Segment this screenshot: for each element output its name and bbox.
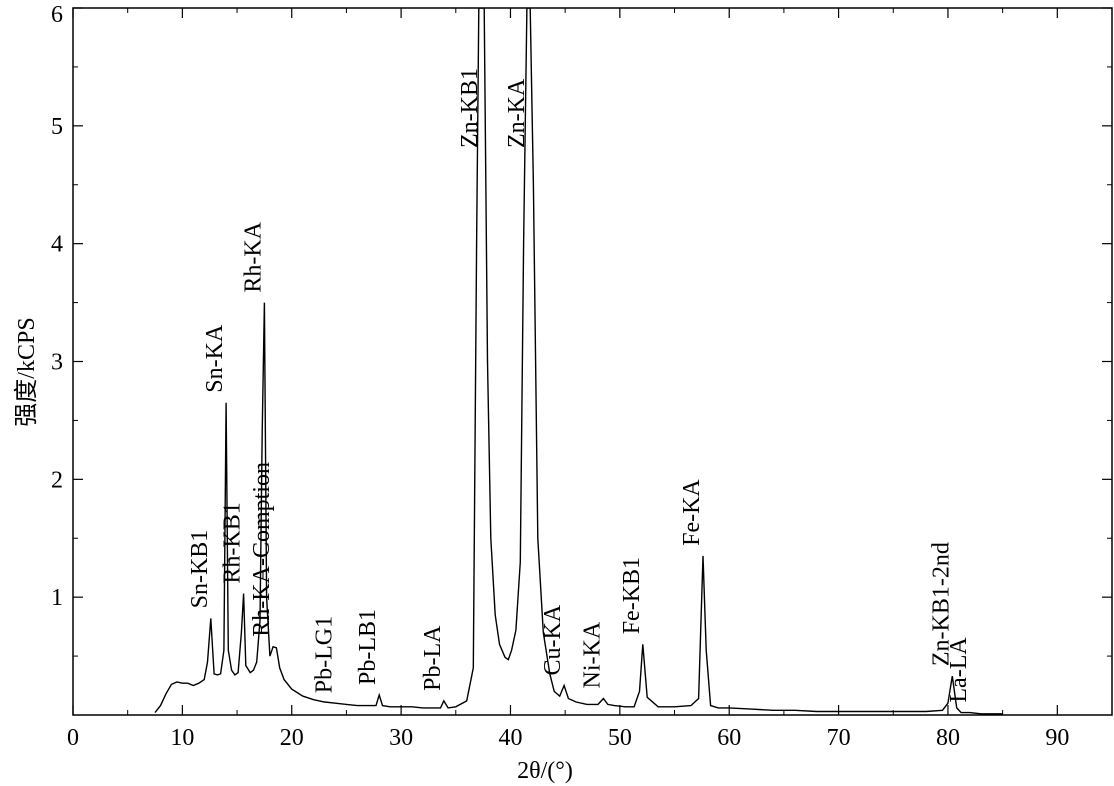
y-tick-label: 3 <box>51 350 63 376</box>
peak-label: Ni-KA <box>579 621 605 688</box>
axis-ticks <box>72 7 1112 715</box>
tick-labels: 0 10 20 30 40 50 60 70 80 90 1 2 3 4 5 6 <box>51 2 1069 751</box>
x-tick-label: 80 <box>936 725 960 751</box>
x-tick-label: 30 <box>389 725 413 751</box>
y-tick-label: 1 <box>51 585 63 611</box>
x-axis-title: 2θ/(°) <box>517 758 573 784</box>
y-tick-label: 2 <box>51 467 63 493</box>
y-tick-label: 4 <box>51 232 63 258</box>
x-tick-label: 60 <box>717 725 741 751</box>
peak-label: Cu-KA <box>540 604 566 675</box>
peak-label: Zn-KB1-2nd <box>928 542 954 666</box>
plot-frame <box>72 7 1113 716</box>
y-tick-label: 5 <box>51 114 63 140</box>
peak-label: Rh-KA <box>240 221 266 292</box>
spectrum-line <box>154 8 1003 715</box>
peak-label: Zn-KB1 <box>457 68 483 148</box>
x-tick-label: 40 <box>498 725 522 751</box>
peak-label: Pb-LA <box>420 625 446 691</box>
peak-label: Pb-LB1 <box>355 609 381 685</box>
x-tick-label: 10 <box>170 725 194 751</box>
y-tick-label: 6 <box>51 2 63 28</box>
peak-label: Pb-LG1 <box>312 616 338 693</box>
peak-label: La-LA <box>946 637 972 703</box>
x-tick-label: 0 <box>67 725 79 751</box>
peak-label: Zn-KA <box>504 78 530 148</box>
peak-label: Sn-KA <box>202 324 228 393</box>
peak-label: Fe-KA <box>679 479 705 546</box>
peak-label: Rh-KB1 <box>220 502 246 583</box>
y-axis-title: 强度/kCPS <box>13 317 40 426</box>
peak-labels: Sn-KB1 Sn-KA Rh-KB1 Rh-KA Rh-KA-Comption Pb-L… <box>187 68 972 703</box>
x-tick-label: 90 <box>1045 725 1069 751</box>
peak-label: Rh-KA-Comption <box>249 462 275 637</box>
peak-label: Fe-KB1 <box>619 557 645 634</box>
x-tick-label: 50 <box>608 725 632 751</box>
x-tick-label: 20 <box>280 725 304 751</box>
x-tick-label: 70 <box>827 725 851 751</box>
peak-label: Sn-KB1 <box>187 530 213 609</box>
